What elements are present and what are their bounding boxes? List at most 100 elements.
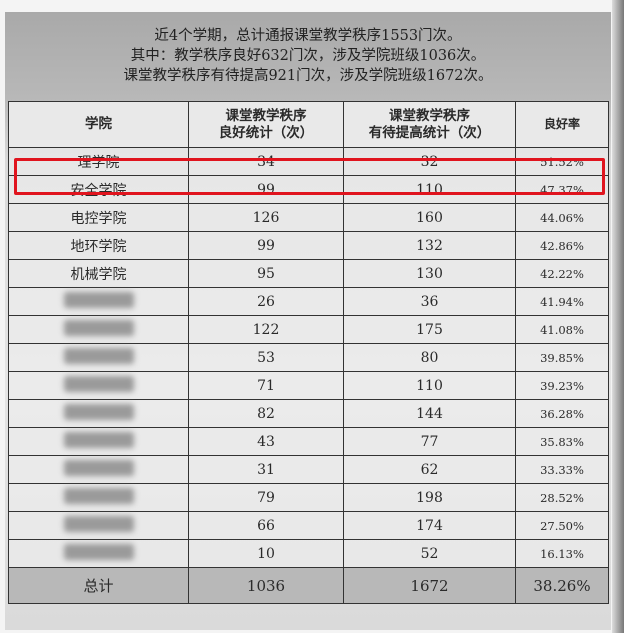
college-cell-redacted xyxy=(8,483,189,512)
statistics-table: 学院 课堂教学秩序 良好统计（次） 课堂教学秩序 有待提高统计（次） 良好率 理学院… xyxy=(8,101,609,604)
total-improve: 1672 xyxy=(343,567,516,604)
improve-count-cell: 198 xyxy=(343,483,516,512)
improve-count-cell: 144 xyxy=(343,399,516,428)
redacted-blur xyxy=(63,515,134,532)
redacted-blur xyxy=(63,543,134,560)
college-cell-redacted xyxy=(8,371,189,400)
college-cell: 机械学院 xyxy=(8,259,189,288)
table-row: 31 62 33.33% xyxy=(8,455,609,484)
table-row: 122 175 41.08% xyxy=(8,315,609,344)
table-row: 71 110 39.23% xyxy=(8,371,609,400)
redacted-blur xyxy=(63,403,134,420)
document-page: 近4个学期，总计通报课堂教学秩序1553门次。 其中：教学秩序良好632门次，涉… xyxy=(5,12,611,630)
total-rate: 38.26% xyxy=(515,567,609,604)
college-cell-redacted xyxy=(8,315,189,344)
improve-count-cell: 77 xyxy=(343,427,516,456)
rate-cell: 33.33% xyxy=(515,455,609,484)
table-header-row: 学院 课堂教学秩序 良好统计（次） 课堂教学秩序 有待提高统计（次） 良好率 xyxy=(8,101,609,148)
good-count-cell: 31 xyxy=(188,455,344,484)
rate-cell: 39.23% xyxy=(515,371,609,400)
table-row: 机械学院 95 130 42.22% xyxy=(8,259,609,288)
redacted-blur xyxy=(63,347,134,364)
good-count-cell: 53 xyxy=(188,343,344,372)
total-label: 总计 xyxy=(8,567,189,604)
improve-count-cell: 175 xyxy=(343,315,516,344)
improve-count-cell: 110 xyxy=(343,371,516,400)
rate-cell: 28.52% xyxy=(515,483,609,512)
rate-cell: 39.85% xyxy=(515,343,609,372)
table-row: 66 174 27.50% xyxy=(8,511,609,540)
good-count-cell: 71 xyxy=(188,371,344,400)
good-count-cell: 99 xyxy=(188,231,344,260)
good-count-cell: 79 xyxy=(188,483,344,512)
good-count-cell: 126 xyxy=(188,203,344,232)
rate-cell: 35.83% xyxy=(515,427,609,456)
rate-cell: 36.28% xyxy=(515,399,609,428)
table-row: 电控学院 126 160 44.06% xyxy=(8,203,609,232)
total-row: 总计 1036 1672 38.26% xyxy=(8,567,609,604)
college-cell: 地环学院 xyxy=(8,231,189,260)
redacted-blur xyxy=(63,291,134,308)
table-row: 26 36 41.94% xyxy=(8,287,609,316)
header-college: 学院 xyxy=(8,101,189,148)
header-improve-line1: 课堂教学秩序 xyxy=(389,107,470,124)
page-edge-shadow xyxy=(612,0,624,633)
header-rate: 良好率 xyxy=(515,101,609,148)
rate-cell: 16.13% xyxy=(515,539,609,568)
college-cell-redacted xyxy=(8,455,189,484)
improve-count-cell: 160 xyxy=(343,203,516,232)
improve-count-cell: 110 xyxy=(343,175,516,204)
total-good: 1036 xyxy=(188,567,344,604)
highlight-box xyxy=(14,158,605,195)
redacted-blur xyxy=(63,487,134,504)
header-good: 课堂教学秩序 良好统计（次） xyxy=(188,101,344,148)
good-count-cell: 95 xyxy=(188,259,344,288)
improve-count-cell: 174 xyxy=(343,511,516,540)
college-cell-redacted xyxy=(8,539,189,568)
college-cell-redacted xyxy=(8,511,189,540)
college-cell-redacted xyxy=(8,287,189,316)
redacted-blur xyxy=(63,459,134,476)
intro-text: 近4个学期，总计通报课堂教学秩序1553门次。 其中：教学秩序良好632门次，涉… xyxy=(5,26,611,86)
good-count-cell: 10 xyxy=(188,539,344,568)
college-cell-redacted xyxy=(8,427,189,456)
header-improve-line2: 有待提高统计（次） xyxy=(368,124,491,141)
header-good-line2: 良好统计（次） xyxy=(218,124,314,141)
improve-count-cell: 36 xyxy=(343,287,516,316)
rate-cell: 41.08% xyxy=(515,315,609,344)
table-row: 10 52 16.13% xyxy=(8,539,609,568)
improve-count-cell: 132 xyxy=(343,231,516,260)
redacted-blur xyxy=(63,319,134,336)
rate-cell: 27.50% xyxy=(515,511,609,540)
college-cell-redacted xyxy=(8,399,189,428)
rate-cell: 42.22% xyxy=(515,259,609,288)
improve-count-cell: 62 xyxy=(343,455,516,484)
good-count-cell: 82 xyxy=(188,399,344,428)
table-row: 79 198 28.52% xyxy=(8,483,609,512)
intro-line: 近4个学期，总计通报课堂教学秩序1553门次。 xyxy=(154,28,462,44)
rate-cell: 41.94% xyxy=(515,287,609,316)
redacted-blur xyxy=(63,431,134,448)
college-cell-redacted xyxy=(8,343,189,372)
improve-count-cell: 130 xyxy=(343,259,516,288)
improve-count-cell: 80 xyxy=(343,343,516,372)
good-count-cell: 66 xyxy=(188,511,344,540)
table-row: 82 144 36.28% xyxy=(8,399,609,428)
header-good-line1: 课堂教学秩序 xyxy=(225,107,307,124)
improve-count-cell: 52 xyxy=(343,539,516,568)
improve-count-cell: 32 xyxy=(343,147,516,176)
college-cell: 电控学院 xyxy=(8,203,189,232)
table-row: 地环学院 99 132 42.86% xyxy=(8,231,609,260)
good-count-cell: 43 xyxy=(188,427,344,456)
good-count-cell: 122 xyxy=(188,315,344,344)
rate-cell: 44.06% xyxy=(515,203,609,232)
rate-cell: 42.86% xyxy=(515,231,609,260)
header-improve: 课堂教学秩序 有待提高统计（次） xyxy=(343,101,516,148)
table-row: 53 80 39.85% xyxy=(8,343,609,372)
college-cell: 理学院 xyxy=(8,147,189,176)
intro-line: 其中：教学秩序良好632门次，涉及学院班级1036次。 xyxy=(130,48,486,64)
intro-line: 课堂教学秩序有待提高921门次，涉及学院班级1672次。 xyxy=(123,68,493,84)
redacted-blur xyxy=(63,375,134,392)
table-row: 43 77 35.83% xyxy=(8,427,609,456)
good-count-cell: 26 xyxy=(188,287,344,316)
